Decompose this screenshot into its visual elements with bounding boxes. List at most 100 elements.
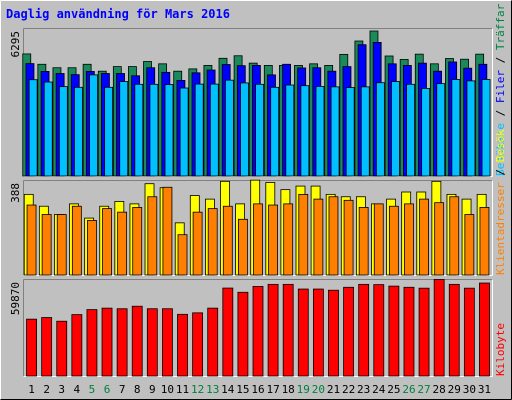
- bar-top-besökare-day-13: [209, 83, 219, 177]
- bar-top-besökare-day-22: [345, 87, 355, 177]
- day-label-25: 25: [387, 383, 400, 396]
- bar-top-besökare-day-9: [149, 83, 159, 177]
- bar-bottom-kilobyte-day-24: [373, 284, 385, 377]
- bar-middle-klientadresser-day-6: [102, 208, 112, 276]
- bar-top-besökare-day-14: [225, 79, 234, 177]
- bar-middle-klientadresser-day-14: [222, 205, 233, 276]
- bar-top-besökare-day-25: [391, 81, 400, 177]
- bar-bottom-kilobyte-day-16: [252, 286, 264, 377]
- day-label-4: 4: [74, 383, 81, 396]
- bar-middle-klientadresser-day-13: [207, 208, 218, 276]
- bar-middle-klientadresser-day-30: [464, 214, 475, 276]
- bar-top-besökare-day-11: [179, 87, 189, 177]
- bar-middle-klientadresser-day-22: [343, 199, 354, 276]
- day-label-31: 31: [478, 383, 491, 396]
- bar-bottom-kilobyte-day-26: [403, 286, 415, 377]
- bar-middle-klientadresser-day-28: [434, 202, 445, 276]
- bar-middle-klientadresser-day-10: [162, 186, 173, 276]
- day-label-18: 18: [282, 383, 295, 396]
- bar-bottom-kilobyte-day-2: [41, 317, 53, 377]
- bar-middle-klientadresser-day-8: [132, 207, 143, 276]
- bar-bottom-kilobyte-day-28: [433, 279, 445, 377]
- bar-middle-klientadresser-day-17: [268, 204, 279, 276]
- bar-bottom-kilobyte-day-21: [328, 289, 339, 377]
- bar-bottom-kilobyte-day-7: [116, 308, 128, 377]
- bar-middle-klientadresser-day-31: [479, 207, 490, 276]
- day-label-15: 15: [236, 383, 249, 396]
- bar-bottom-kilobyte-day-29: [448, 283, 460, 377]
- bar-bottom-kilobyte-day-11: [177, 313, 188, 377]
- day-label-29: 29: [448, 383, 461, 396]
- bar-bottom-kilobyte-day-9: [146, 308, 158, 377]
- day-label-19: 19: [297, 383, 310, 396]
- bar-bottom-kilobyte-day-15: [237, 291, 249, 377]
- bar-middle-klientadresser-day-29: [449, 196, 460, 276]
- bar-top-besökare-day-1: [28, 79, 38, 177]
- bar-bottom-kilobyte-day-31: [479, 282, 490, 377]
- bar-top-besökare-day-5: [89, 74, 98, 177]
- bar-middle-klientadresser-day-20: [313, 198, 324, 276]
- bar-top-besökare-day-10: [164, 84, 174, 177]
- legend-middle: Klientadresser / Besök: [494, 129, 507, 275]
- bar-top-besökare-day-3: [58, 86, 68, 177]
- bar-bottom-kilobyte-day-19: [297, 288, 309, 377]
- day-label-9: 9: [149, 383, 156, 396]
- bar-middle-klientadresser-day-19: [298, 193, 309, 276]
- bar-middle-klientadresser-day-7: [117, 211, 128, 276]
- bar-bottom-kilobyte-day-10: [162, 308, 173, 377]
- bar-top-besökare-day-21: [330, 86, 340, 177]
- day-label-23: 23: [357, 383, 370, 396]
- day-label-14: 14: [221, 383, 235, 396]
- day-label-26: 26: [402, 383, 415, 396]
- bar-top-besökare-day-7: [119, 81, 129, 177]
- bar-bottom-kilobyte-day-20: [312, 288, 324, 377]
- day-label-2: 2: [43, 383, 50, 396]
- bar-middle-klientadresser-day-24: [373, 203, 384, 276]
- bar-middle-klientadresser-day-9: [147, 196, 158, 276]
- legend-item-top-0: Besökare: [494, 123, 507, 176]
- bar-middle-klientadresser-day-26: [404, 203, 414, 276]
- bar-bottom-kilobyte-day-8: [131, 305, 143, 377]
- day-label-11: 11: [176, 383, 189, 396]
- bar-top-besökare-day-28: [436, 83, 446, 177]
- day-label-24: 24: [372, 383, 386, 396]
- day-label-7: 7: [119, 383, 126, 396]
- day-label-17: 17: [266, 383, 279, 396]
- y-max-label-top: 6295: [9, 31, 22, 58]
- bar-top-besökare-day-24: [375, 82, 385, 177]
- bar-middle-klientadresser-day-4: [71, 205, 82, 276]
- legend-bottom: Kilobyte: [494, 323, 507, 376]
- bar-top-besökare-day-17: [270, 86, 280, 177]
- bar-top-besökare-day-8: [134, 83, 144, 177]
- day-label-16: 16: [251, 383, 264, 396]
- day-label-5: 5: [89, 383, 96, 396]
- bar-bottom-kilobyte-day-14: [222, 287, 234, 377]
- bar-top-besökare-day-29: [451, 79, 461, 177]
- bar-bottom-kilobyte-day-17: [267, 283, 279, 377]
- day-label-22: 22: [342, 383, 355, 396]
- day-label-13: 13: [206, 383, 219, 396]
- x-axis-day-labels: 1 2 3 4 5 6 7 8 9 10 11 12 13 14 15 16 17 18 19 20 21 22 23 24 2…: [28, 383, 491, 396]
- bar-top-besökare-day-27: [421, 88, 431, 177]
- legend-item-middle-1: /: [494, 162, 507, 182]
- legend-item-top-3: /: [494, 50, 507, 70]
- day-label-28: 28: [433, 383, 446, 396]
- bar-top-besökare-day-12: [194, 83, 204, 177]
- bar-middle-klientadresser-day-21: [328, 196, 339, 276]
- bar-top-besökare-day-23: [360, 86, 370, 177]
- chart-title: Daglig användning för Mars 2016: [6, 7, 230, 21]
- bar-bottom-kilobyte-day-6: [101, 307, 113, 377]
- day-label-3: 3: [58, 383, 65, 396]
- bar-bottom-kilobyte-day-5: [86, 309, 98, 377]
- bar-middle-klientadresser-day-2: [41, 214, 52, 276]
- bar-top-besökare-day-20: [315, 86, 325, 177]
- bar-middle-klientadresser-day-16: [253, 203, 263, 276]
- bar-top-besökare-day-19: [300, 85, 310, 177]
- day-label-21: 21: [327, 383, 340, 396]
- day-label-1: 1: [28, 383, 35, 396]
- legend-item-middle-2: Besök: [494, 129, 507, 162]
- bar-middle-klientadresser-day-23: [358, 207, 369, 276]
- bar-middle-klientadresser-day-12: [192, 211, 203, 276]
- legend-item-middle-0: Klientadresser: [494, 182, 507, 275]
